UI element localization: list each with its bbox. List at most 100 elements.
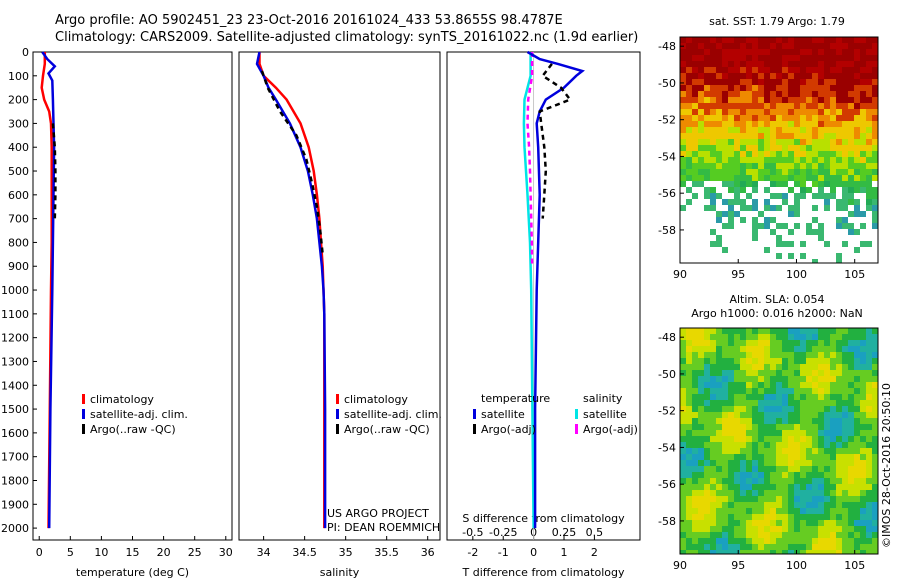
map-cell	[746, 103, 752, 109]
map-cell	[860, 460, 866, 466]
map-cell	[710, 454, 716, 460]
map-cell	[728, 484, 734, 490]
map-cell	[716, 484, 722, 490]
map-cell	[758, 37, 764, 43]
map-cell	[860, 115, 866, 121]
map-cell	[818, 388, 824, 394]
map-cell	[722, 85, 728, 91]
map-cell	[710, 91, 716, 97]
map-cell	[734, 61, 740, 67]
map-cell	[872, 49, 878, 55]
map-cell	[758, 346, 764, 352]
map-cell	[686, 388, 692, 394]
map-cell	[812, 370, 818, 376]
map-cell	[806, 37, 812, 43]
map-cell	[842, 526, 848, 532]
map-cell	[740, 103, 746, 109]
map-cell	[692, 115, 698, 121]
map-cell	[836, 115, 842, 121]
map-cell	[782, 181, 788, 187]
map-cell	[818, 448, 824, 454]
map-cell	[740, 550, 746, 554]
map-cell	[842, 67, 848, 73]
map-cell	[854, 328, 860, 334]
map-cell	[848, 139, 854, 145]
map-cell	[836, 181, 842, 187]
map-cell	[848, 37, 854, 43]
map-cell	[800, 55, 806, 61]
map-cell	[776, 133, 782, 139]
map-cell	[728, 61, 734, 67]
map-cell	[716, 520, 722, 526]
map-cell	[800, 79, 806, 85]
map-cell	[758, 340, 764, 346]
map-cell	[836, 526, 842, 532]
map-cell	[728, 346, 734, 352]
map-cell	[680, 382, 686, 388]
map-cell	[692, 73, 698, 79]
map-cell	[860, 358, 866, 364]
map-cell	[824, 334, 830, 340]
y-tick-label: 200	[8, 94, 29, 107]
map-cell	[776, 43, 782, 49]
map-cell	[752, 151, 758, 157]
map-cell	[776, 103, 782, 109]
map-cell	[788, 37, 794, 43]
map-cell	[686, 526, 692, 532]
map-y-tick-label: -48	[658, 331, 676, 344]
map-cell	[692, 151, 698, 157]
map-cell	[848, 109, 854, 115]
map-cell	[704, 532, 710, 538]
map-cell	[818, 67, 824, 73]
map-cell	[734, 193, 740, 199]
map-cell	[758, 538, 764, 544]
map-cell	[824, 460, 830, 466]
map-cell	[746, 472, 752, 478]
map-cell	[704, 346, 710, 352]
map-cell	[806, 61, 812, 67]
map-cell	[746, 175, 752, 181]
map-cell	[800, 424, 806, 430]
x-tick-label: 1	[561, 546, 568, 559]
map-cell	[770, 61, 776, 67]
map-cell	[800, 550, 806, 554]
map-cell	[764, 97, 770, 103]
map-cell	[776, 346, 782, 352]
map-cell	[830, 484, 836, 490]
map-cell	[704, 121, 710, 127]
map-cell	[770, 139, 776, 145]
map-cell	[788, 241, 794, 247]
map-cell	[788, 472, 794, 478]
map-cell	[704, 97, 710, 103]
map-cell	[716, 364, 722, 370]
map-x-tick-label: 100	[786, 268, 807, 281]
map-cell	[866, 145, 872, 151]
map-cell	[818, 85, 824, 91]
map-cell	[794, 400, 800, 406]
map-cell	[728, 133, 734, 139]
map-cell	[776, 472, 782, 478]
map-cell	[806, 484, 812, 490]
map-cell	[830, 346, 836, 352]
map-cell	[704, 520, 710, 526]
map-cell	[842, 157, 848, 163]
y-tick-label: 800	[8, 236, 29, 249]
map-cell	[740, 412, 746, 418]
map-cell	[758, 508, 764, 514]
map-cell	[848, 169, 854, 175]
map-cell	[686, 145, 692, 151]
map-cell	[812, 460, 818, 466]
map-cell	[710, 97, 716, 103]
map-cell	[872, 550, 878, 554]
map-y-tick-label: -50	[658, 77, 676, 90]
y-tick-label: 1200	[1, 332, 29, 345]
map-cell	[734, 133, 740, 139]
map-cell	[692, 181, 698, 187]
map-cell	[740, 97, 746, 103]
map-cell	[782, 454, 788, 460]
map-cell	[704, 388, 710, 394]
map-cell	[686, 358, 692, 364]
map-cell	[776, 520, 782, 526]
map-cell	[812, 193, 818, 199]
map-cell	[794, 145, 800, 151]
